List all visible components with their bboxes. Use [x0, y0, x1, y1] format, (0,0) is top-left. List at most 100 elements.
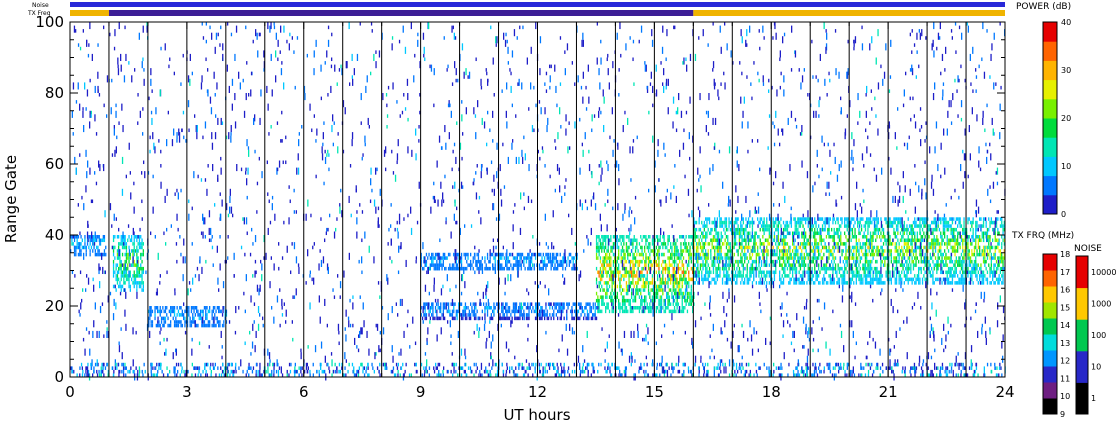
data-cell — [638, 295, 641, 299]
data-cell — [211, 309, 213, 314]
data-cell — [727, 238, 729, 243]
data-cell — [128, 256, 130, 260]
data-cell — [489, 256, 491, 260]
data-cell — [495, 302, 498, 306]
data-cell — [112, 270, 115, 275]
data-cell — [914, 256, 916, 260]
data-cell — [820, 249, 822, 253]
data-cell — [775, 220, 777, 225]
data-cell — [154, 306, 156, 310]
data-cell — [962, 242, 964, 246]
data-cell — [784, 263, 786, 267]
data-cell — [750, 263, 752, 267]
data-cell — [916, 245, 918, 250]
data-cell — [602, 245, 604, 250]
data-cell — [90, 245, 93, 250]
data-cell — [464, 316, 467, 321]
data-cell — [141, 245, 143, 250]
data-cell — [864, 252, 867, 257]
data-cell — [784, 245, 786, 250]
data-cell — [888, 270, 890, 275]
data-cell — [886, 263, 889, 267]
data-cell — [502, 252, 504, 257]
data-cell — [963, 256, 965, 260]
data-cell — [633, 235, 635, 239]
data-cell — [259, 32, 261, 37]
data-cell — [802, 274, 804, 278]
data-cell — [579, 316, 581, 321]
data-cell — [645, 238, 647, 243]
data-cell — [716, 252, 718, 257]
data-cell — [663, 242, 665, 246]
data-cell — [789, 270, 791, 275]
data-cell — [963, 224, 965, 228]
data-cell — [849, 245, 851, 250]
data-cell — [610, 249, 612, 253]
data-cell — [964, 281, 966, 285]
data-cell — [123, 270, 125, 275]
data-cell — [718, 274, 720, 278]
data-cell — [464, 302, 467, 306]
data-cell — [502, 316, 504, 321]
data-cell — [723, 220, 725, 225]
data-cell — [212, 309, 215, 314]
data-cell — [816, 242, 818, 246]
data-cell — [498, 306, 500, 310]
data-cell — [605, 306, 607, 310]
data-cell — [728, 220, 730, 225]
data-cell — [438, 259, 441, 264]
data-cell — [444, 306, 446, 310]
data-cell — [599, 295, 602, 299]
data-cell — [910, 277, 912, 282]
data-cell — [440, 256, 442, 260]
data-cell — [899, 263, 902, 267]
data-cell — [663, 252, 665, 257]
data-cell — [541, 259, 543, 264]
data-cell — [157, 306, 159, 310]
data-cell — [776, 259, 778, 264]
data-cell — [969, 274, 972, 278]
data-cell — [672, 266, 674, 271]
data-cell — [602, 274, 604, 278]
data-cell — [718, 238, 720, 243]
data-cell — [829, 277, 831, 282]
data-cell — [950, 224, 952, 228]
data-cell — [689, 256, 691, 260]
data-cell — [823, 281, 825, 285]
data-cell — [719, 256, 721, 260]
data-cell — [715, 256, 717, 260]
data-cell — [560, 302, 563, 306]
data-cell — [984, 263, 986, 267]
data-cell — [777, 231, 779, 236]
data-cell — [957, 249, 959, 253]
data-cell — [566, 263, 568, 267]
data-cell — [658, 270, 660, 275]
data-cell — [125, 252, 128, 257]
data-cell — [811, 266, 813, 271]
data-cell — [631, 306, 633, 310]
data-cell — [946, 224, 948, 228]
data-cell — [798, 217, 800, 221]
data-cell — [116, 235, 119, 239]
data-cell — [734, 238, 737, 243]
data-cell — [767, 270, 769, 275]
data-cell — [542, 313, 544, 317]
data-cell — [844, 256, 846, 260]
data-cell — [793, 256, 795, 260]
data-cell — [698, 242, 700, 246]
data-cell — [816, 274, 818, 278]
data-cell — [917, 217, 920, 221]
data-cell — [854, 245, 856, 250]
data-cell — [699, 174, 701, 179]
data-cell — [159, 306, 161, 310]
data-cell — [115, 277, 117, 282]
data-cell — [116, 263, 119, 267]
data-cell — [432, 259, 434, 264]
data-cell — [634, 238, 637, 243]
data-cell — [815, 224, 817, 228]
data-cell — [668, 266, 670, 271]
data-cell — [884, 281, 886, 285]
data-cell — [993, 274, 995, 278]
data-cell — [607, 256, 609, 260]
data-cell — [995, 217, 998, 221]
